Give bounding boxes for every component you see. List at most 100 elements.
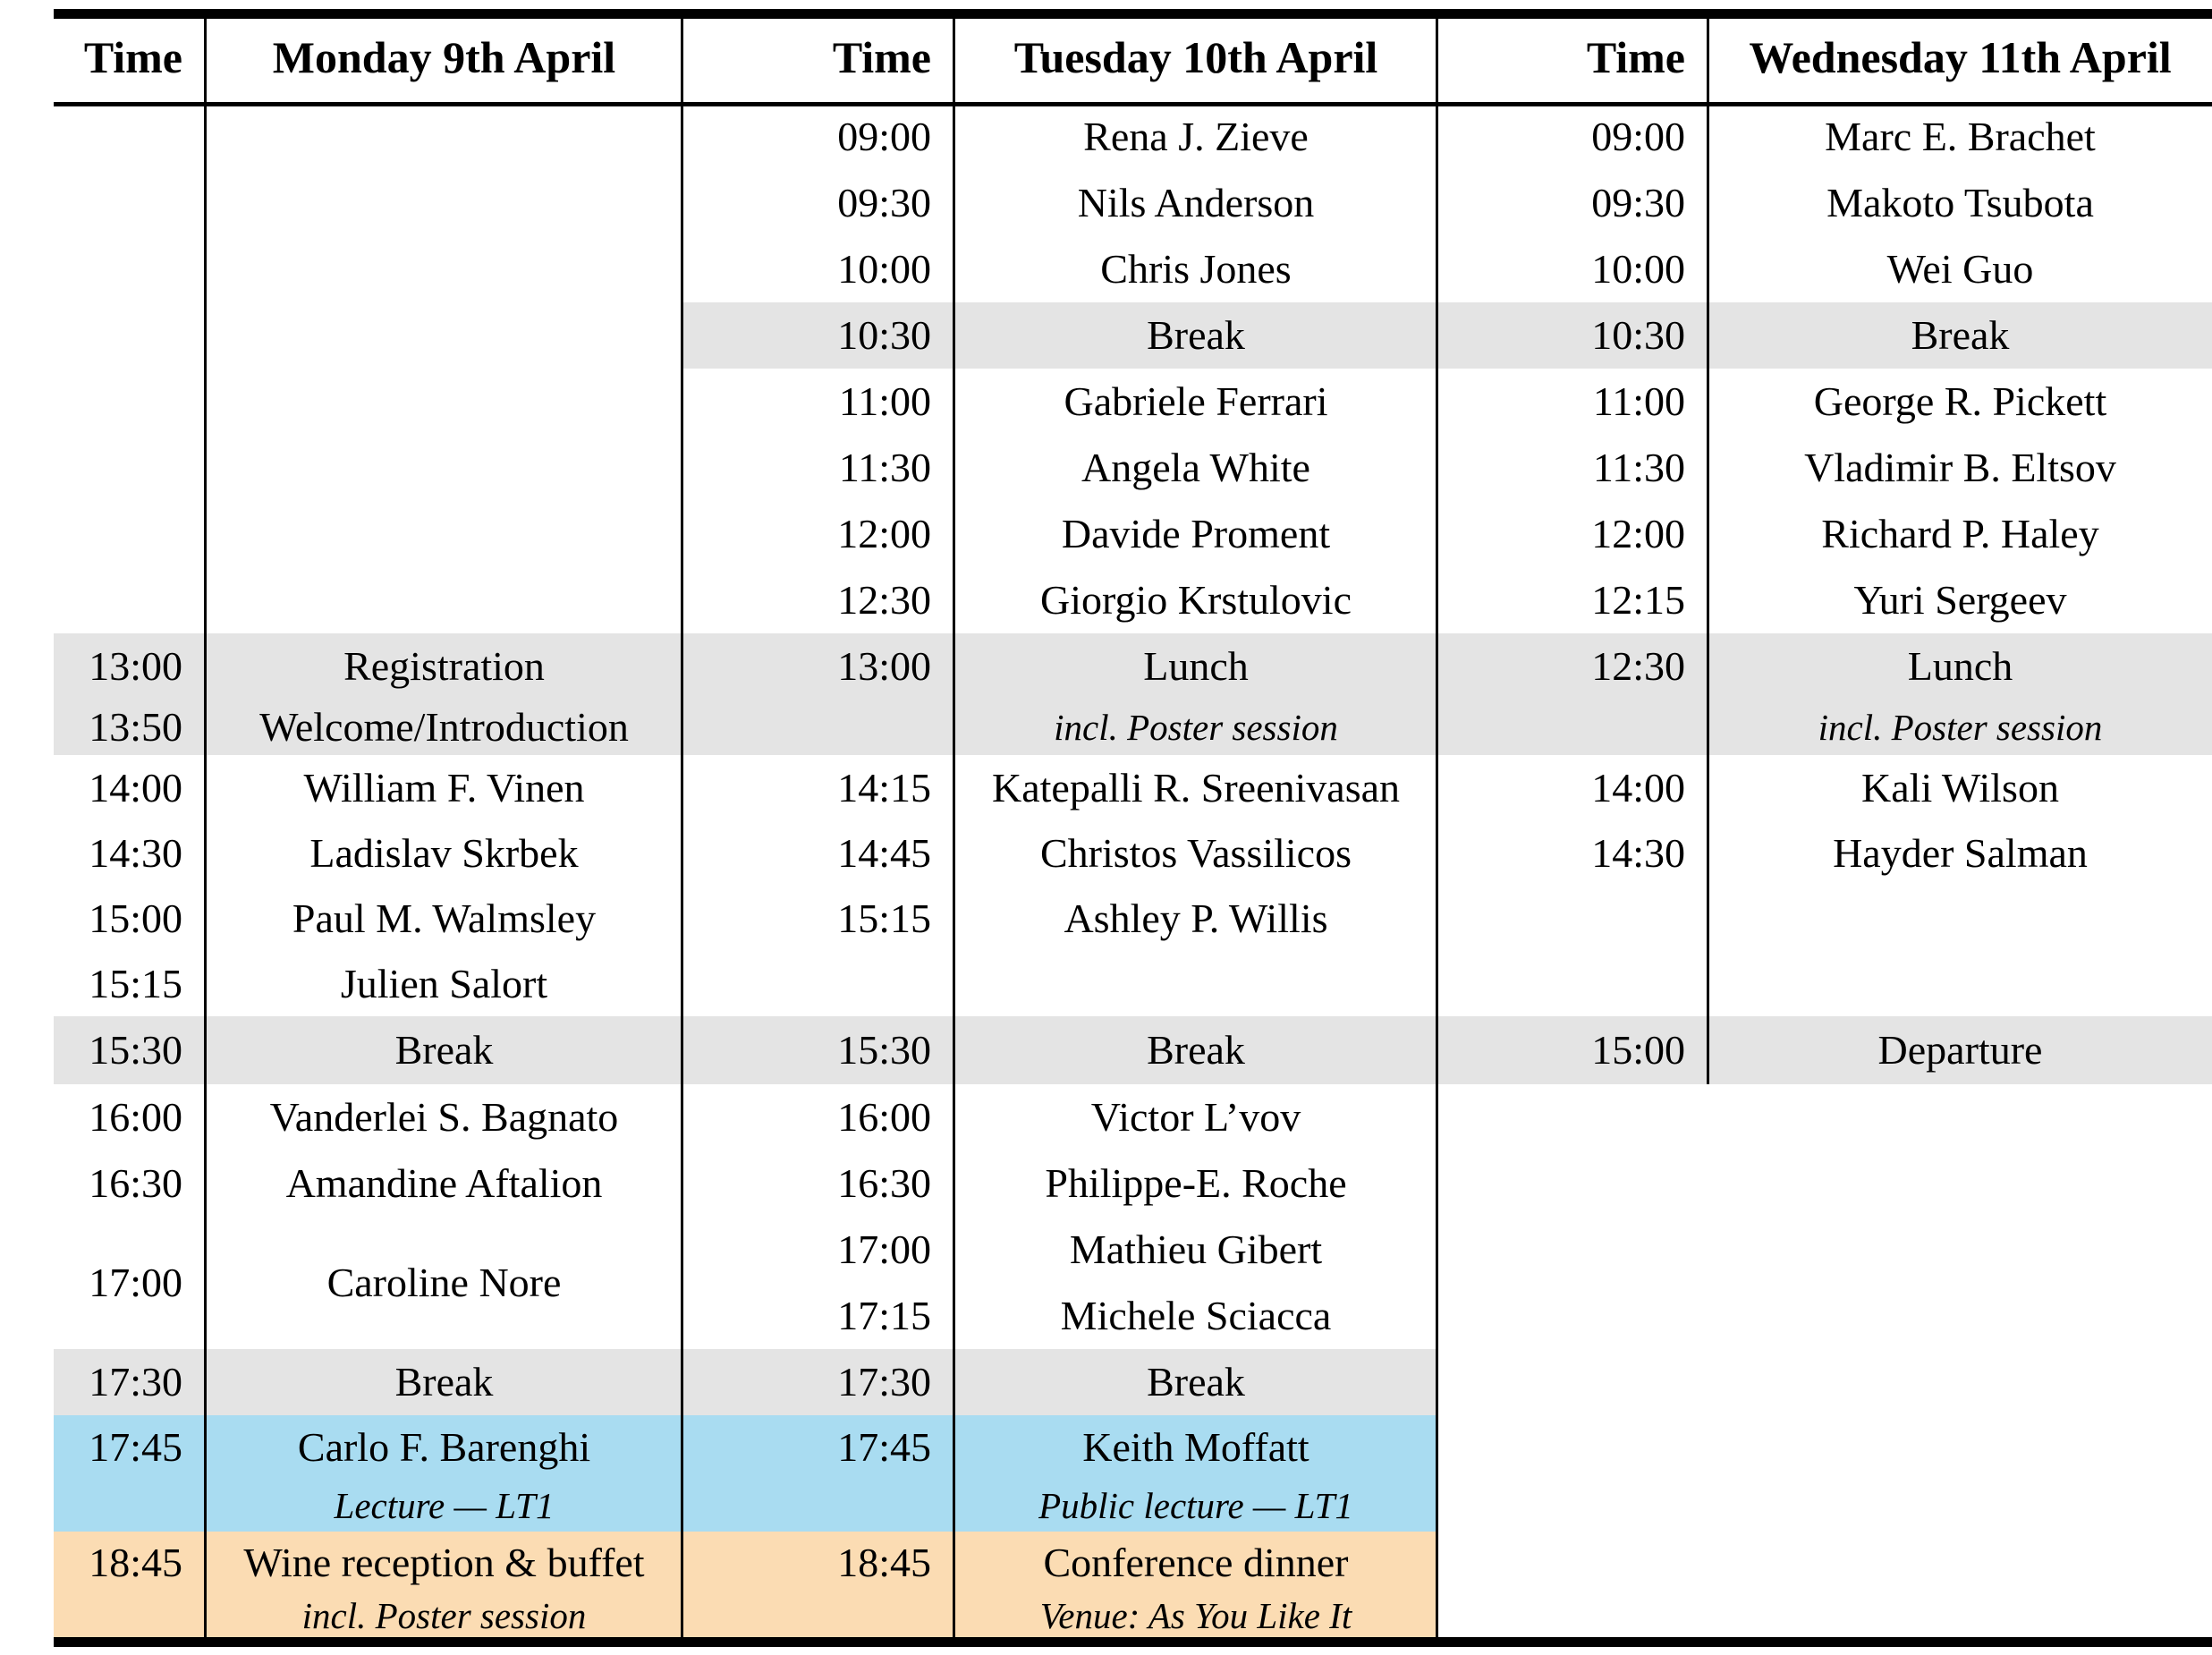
wednesday-talk-1200-time: 12:00 (1591, 511, 1685, 556)
wednesday-departure-time: 15:00 (1437, 1016, 1708, 1084)
tuesday-talk-1700-time: 17:00 (837, 1226, 931, 1272)
wednesday-lunch-label: Lunch (1708, 633, 2212, 700)
table-bottom-border (54, 1637, 2212, 1647)
tuesday-talk-1130-speaker: Angela White (1081, 445, 1310, 490)
tuesday-talk-1130-time: 11:30 (838, 445, 931, 490)
tuesday-lunch-time-spacer (682, 700, 954, 755)
vline-wednesday-time-talk (1707, 19, 1709, 1084)
tuesday-talk-0900-speaker: Rena J. Zieve (1083, 114, 1309, 159)
tuesday-talk-1415-speaker: Katepalli R. Sreenivasan (991, 764, 1401, 811)
tuesday-lunch-label: Lunch (954, 633, 1437, 700)
monday-talk-1515-speaker: Julien Salort (340, 960, 548, 1006)
tuesday-lecture-time-spacer (682, 1480, 954, 1532)
tuesday-dinner-venue: Venue: As You Like It (954, 1594, 1437, 1637)
wednesday-lunch-note: incl. Poster session (1708, 700, 2212, 755)
tuesday-talk-1100-time: 11:00 (838, 378, 931, 424)
tuesday-talk-1000-speaker: Chris Jones (1100, 246, 1292, 292)
tuesday-talk-1515-speaker: Ashley P. Willis (1064, 895, 1328, 941)
tuesday-lecture-time: 17:45 (682, 1415, 954, 1480)
tuesday-lunch-time: 13:00 (682, 633, 954, 700)
vline-monday-time-talk (204, 19, 207, 1637)
monday-reception-time: 18:45 (54, 1532, 206, 1594)
wednesday-talk-1100-time: 11:00 (1592, 378, 1685, 424)
tuesday-break-1530-label: Break (954, 1016, 1437, 1084)
monday-break-1530-time: 15:30 (54, 1016, 206, 1084)
monday-reception-note: incl. Poster session (206, 1594, 682, 1637)
wednesday-talk-0930-time: 09:30 (1591, 180, 1685, 225)
monday-talk-1400-time: 14:00 (89, 764, 182, 811)
tuesday-talk-1000-time: 10:00 (837, 246, 931, 292)
wednesday-time-header: Time (1586, 32, 1685, 82)
tuesday-break-1730-time: 17:30 (682, 1349, 954, 1415)
wednesday-talk-1100-speaker: George R. Pickett (1813, 378, 2107, 424)
monday-talk-1430-speaker: Ladislav Skrbek (309, 829, 579, 876)
monday-break-1730-label: Break (206, 1349, 682, 1415)
monday-day-header: Monday 9th April (272, 32, 616, 82)
tuesday-break-1030-label: Break (954, 302, 1437, 369)
tuesday-talk-1630-speaker: Philippe-E. Roche (1045, 1160, 1347, 1206)
tuesday-talk-1600-time: 16:00 (837, 1094, 931, 1140)
wednesday-break-1030-label: Break (1708, 302, 2212, 369)
wednesday-talk-0930-speaker: Makoto Tsubota (1826, 180, 2094, 225)
tuesday-lunch-note: incl. Poster session (954, 700, 1437, 755)
monday-welcome-label: Welcome/Introduction (206, 700, 682, 755)
monday-break-1530-label: Break (206, 1016, 682, 1084)
monday-registration-label: Registration (206, 633, 682, 700)
tuesday-talk-1100-speaker: Gabriele Ferrari (1064, 378, 1328, 424)
wednesday-talk-1130-time: 11:30 (1592, 445, 1685, 490)
vline-monday-tuesday (681, 19, 683, 1637)
tuesday-day-header: Tuesday 10th April (1013, 32, 1378, 82)
wednesday-talk-1000-speaker: Wei Guo (1886, 246, 2034, 292)
monday-talk-1500-speaker: Paul M. Walmsley (292, 895, 597, 941)
tuesday-talk-1200-time: 12:00 (837, 511, 931, 556)
monday-talk-1600-time: 16:00 (89, 1094, 182, 1140)
monday-reception-time-spacer (54, 1594, 206, 1637)
monday-lecture-venue: Lecture — LT1 (206, 1480, 682, 1532)
monday-talk-1630-speaker: Amandine Aftalion (285, 1160, 603, 1206)
tuesday-talk-1415-time: 14:15 (837, 764, 931, 811)
tuesday-lecture-speaker: Keith Moffatt (954, 1415, 1437, 1480)
table-header-rule (54, 102, 2212, 106)
tuesday-dinner-label: Conference dinner (954, 1532, 1437, 1594)
tuesday-break-1530-time: 15:30 (682, 1016, 954, 1084)
tuesday-talk-0930-time: 09:30 (837, 180, 931, 225)
wednesday-talk-1215-time: 12:15 (1591, 577, 1685, 623)
tuesday-talk-1230-speaker: Giorgio Krstulovic (1040, 577, 1352, 623)
wednesday-talk-1200-speaker: Richard P. Haley (1821, 511, 2099, 556)
tuesday-talk-1715-speaker: Michele Sciacca (1060, 1293, 1332, 1338)
monday-registration-time: 13:00 (54, 633, 206, 700)
tuesday-talk-1600-speaker: Victor L’vov (1090, 1094, 1301, 1140)
monday-break-1730-time: 17:30 (54, 1349, 206, 1415)
monday-talk-1430-time: 14:30 (89, 829, 182, 876)
tuesday-talk-1230-time: 12:30 (837, 577, 931, 623)
monday-lecture-time: 17:45 (54, 1415, 206, 1480)
wednesday-talk-1400-time: 14:00 (1591, 764, 1685, 811)
tuesday-talk-1445-speaker: Christos Vassilicos (1039, 829, 1352, 876)
wednesday-talk-1430-time: 14:30 (1591, 829, 1685, 876)
tuesday-talk-1515-time: 15:15 (837, 895, 931, 941)
wednesday-break-1030-time: 10:30 (1437, 302, 1708, 369)
wednesday-talk-0900-speaker: Marc E. Brachet (1825, 114, 2096, 159)
wednesday-talk-1430-speaker: Hayder Salman (1833, 829, 2088, 876)
tuesday-time-header: Time (832, 32, 931, 82)
wednesday-lunch-time: 12:30 (1437, 633, 1708, 700)
table-top-border (54, 9, 2212, 19)
tuesday-talk-1200-speaker: Davide Proment (1061, 511, 1331, 556)
tuesday-talk-1700-speaker: Mathieu Gibert (1069, 1226, 1323, 1272)
tuesday-break-1730-label: Break (954, 1349, 1437, 1415)
wednesday-talk-1130-speaker: Vladimir B. Eltsov (1804, 445, 2116, 490)
wednesday-talk-0900-time: 09:00 (1591, 114, 1685, 159)
tuesday-lecture-venue: Public lecture — LT1 (954, 1480, 1437, 1532)
monday-talk-1515-time: 15:15 (89, 960, 182, 1006)
wednesday-day-header: Wednesday 11th April (1749, 32, 2172, 82)
monday-welcome-time: 13:50 (54, 700, 206, 755)
monday-lecture-speaker: Carlo F. Barenghi (206, 1415, 682, 1480)
tuesday-talk-1630-time: 16:30 (837, 1160, 931, 1206)
tuesday-talk-1715-time: 17:15 (837, 1293, 931, 1338)
vline-tuesday-wednesday (1436, 19, 1438, 1637)
monday-talk-1700-speaker: Caroline Nore (326, 1260, 562, 1305)
monday-reception-label: Wine reception & buffet (206, 1532, 682, 1594)
wednesday-talk-1215-speaker: Yuri Sergeev (1853, 577, 2067, 623)
tuesday-talk-0930-speaker: Nils Anderson (1077, 180, 1315, 225)
monday-talk-1630-time: 16:30 (89, 1160, 182, 1206)
